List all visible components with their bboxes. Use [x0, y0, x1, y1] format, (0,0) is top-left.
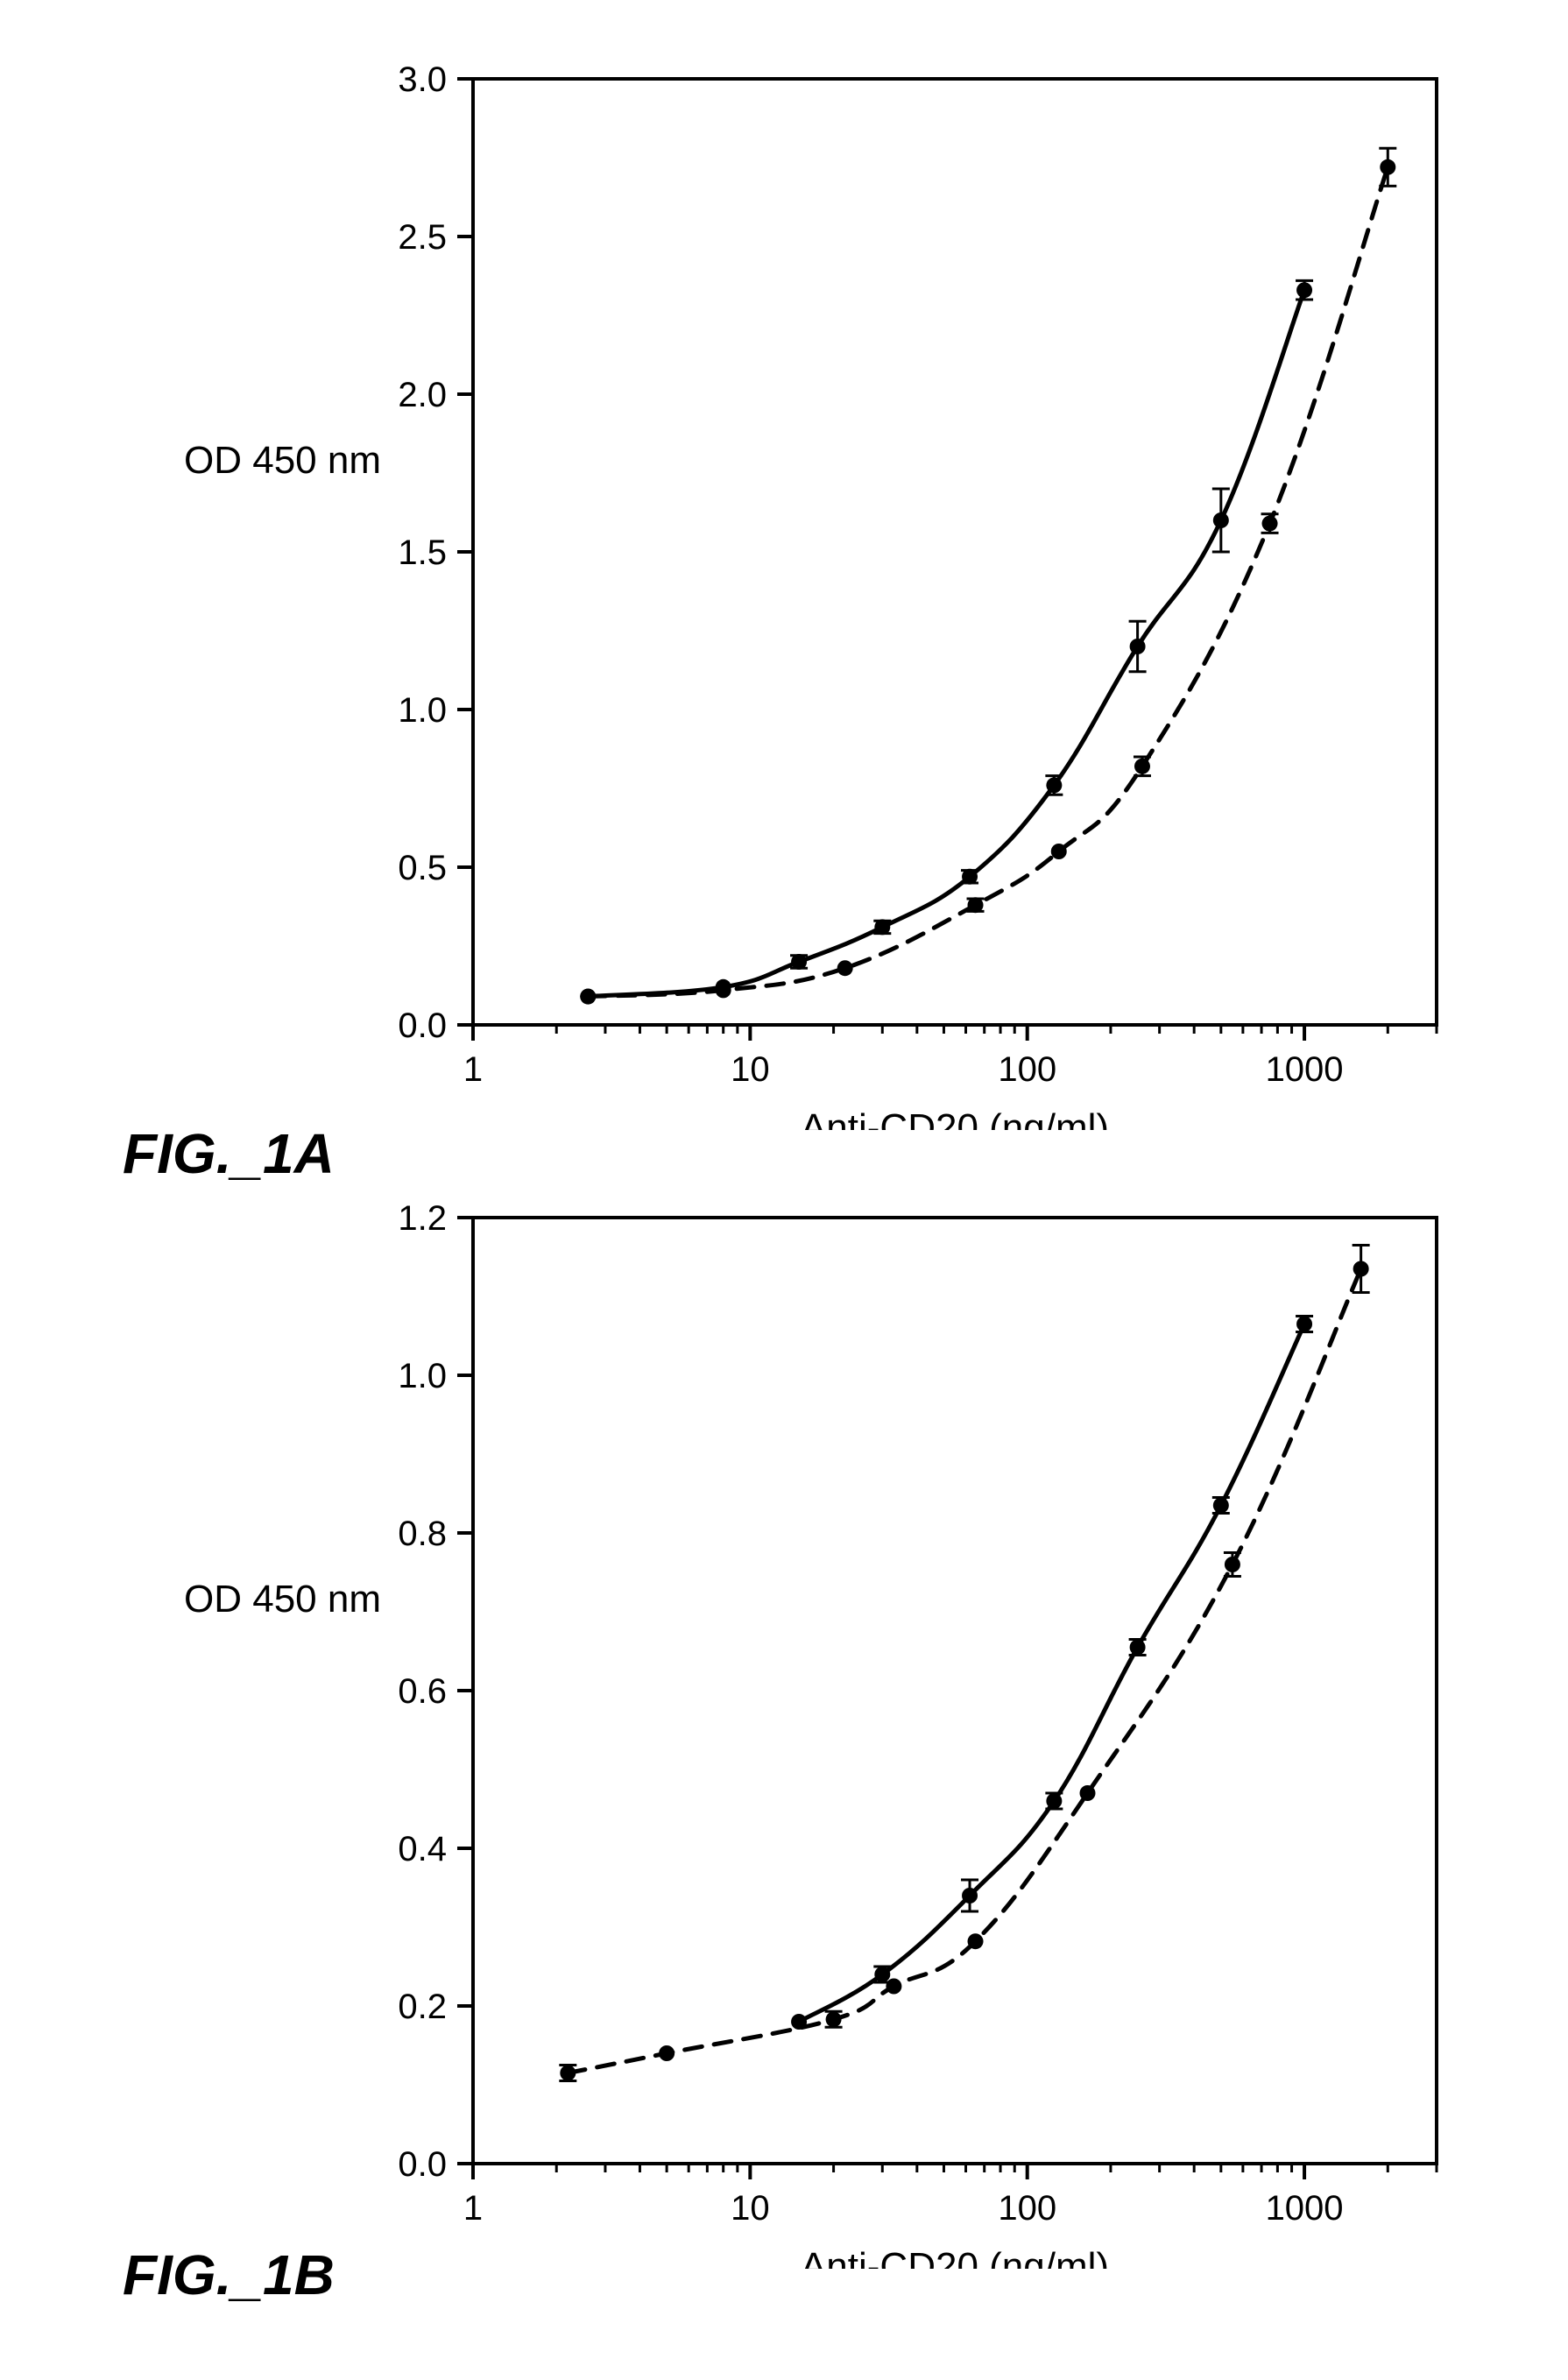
- fig1a-series-dashed-marker: [1134, 759, 1150, 774]
- fig1b-series-dashed-marker: [1080, 1785, 1096, 1801]
- fig1b-series-solid-line: [799, 1324, 1304, 2023]
- fig1b-series-dashed-marker: [560, 2066, 576, 2081]
- fig1b-y-axis-label: OD 450 nm: [184, 1578, 381, 1621]
- fig1b-ytick-label: 0.0: [398, 2145, 447, 2184]
- fig1a-ytick-label: 0.5: [398, 849, 447, 887]
- fig1a-series-solid-marker: [580, 989, 596, 1005]
- fig1b-series-solid-marker: [1213, 1498, 1229, 1514]
- fig1a-series-solid-marker: [962, 869, 978, 885]
- fig1a-series-solid-line: [588, 290, 1304, 996]
- fig1b-series-solid-marker: [1130, 1640, 1146, 1656]
- fig1b-figure-label: FIG._1B: [123, 2242, 335, 2307]
- fig1b-ytick-label: 1.0: [398, 1357, 447, 1395]
- fig1a-xtick-label: 1000: [1266, 1050, 1344, 1089]
- fig1a-series-solid-marker: [874, 919, 890, 935]
- fig1b-ytick-label: 0.4: [398, 1830, 447, 1868]
- fig1b-series-dashed-marker: [826, 2011, 842, 2027]
- fig1b-series-solid-marker: [874, 1967, 890, 1982]
- fig1b-series-dashed-marker: [968, 1933, 984, 1949]
- fig1a-series-dashed-marker: [1051, 844, 1067, 859]
- fig1a-xtick-label: 1: [463, 1050, 483, 1089]
- fig1b-chart: 1 10 100 1000 Anti-CD20 (ng/ml) 0.0 0.2 0.4 0.6 0…: [123, 1191, 1489, 2269]
- fig1a-ytick-label: 2.5: [398, 218, 447, 257]
- fig1b-series-solid-marker: [791, 2014, 807, 2030]
- fig1b-xtick-label: 1000: [1266, 2189, 1344, 2228]
- fig1a-ytick-label: 0.0: [398, 1006, 447, 1045]
- fig1a-x-axis-label: Anti-CD20 (ng/ml): [801, 1106, 1109, 1130]
- fig1b-series-solid-marker: [962, 1888, 978, 1903]
- fig1a-series-solid-marker: [716, 979, 731, 995]
- fig1a-series-solid-marker: [791, 954, 807, 970]
- fig1a-ytick-label: 1.0: [398, 691, 447, 730]
- fig1b-xtick-label: 10: [731, 2189, 770, 2228]
- fig1a-series-dashed-marker: [1380, 159, 1395, 175]
- fig1a-series-dashed-marker: [837, 960, 853, 976]
- fig1b-xtick-label: 100: [998, 2189, 1056, 2228]
- fig1a-xtick-label: 10: [731, 1050, 770, 1089]
- fig1a-series-solid-marker: [1213, 512, 1229, 528]
- fig1a-series-solid-marker: [1046, 777, 1062, 793]
- fig1a-figure-label: FIG._1A: [123, 1121, 335, 1186]
- fig1b-ytick-label: 1.2: [398, 1199, 447, 1238]
- fig1a-series-dashed-marker: [1262, 516, 1278, 532]
- fig1a-series-dashed-line: [588, 167, 1388, 997]
- fig1b-series-dashed-marker: [1225, 1557, 1240, 1572]
- fig1a-series-solid-marker: [1130, 639, 1146, 654]
- fig1b-series-dashed-marker: [886, 1979, 901, 1995]
- fig1b-series-solid-marker: [1296, 1317, 1312, 1332]
- fig1a-xtick-label: 100: [998, 1050, 1056, 1089]
- fig1b-series-dashed-marker: [1353, 1261, 1369, 1277]
- fig1b-ytick-label: 0.8: [398, 1515, 447, 1553]
- fig1a-ytick-label: 2.0: [398, 376, 447, 414]
- fig1a-chart: 1 10 100 1000 Anti-CD20 (ng/ml) 0.0 0.5 1.0 1.5 2…: [123, 53, 1489, 1130]
- fig1a-series-dashed-marker: [968, 897, 984, 913]
- fig1b-series-dashed-line: [568, 1269, 1360, 2073]
- fig1a-series-solid-marker: [1296, 282, 1312, 298]
- fig1b-xtick-label: 1: [463, 2189, 483, 2228]
- fig1b-ytick-label: 0.6: [398, 1672, 447, 1711]
- fig1a-y-axis-label: OD 450 nm: [184, 439, 381, 482]
- fig1b-series-solid-marker: [1046, 1793, 1062, 1809]
- fig1b-ytick-label: 0.2: [398, 1988, 447, 2026]
- fig1a-ytick-label: 3.0: [398, 60, 447, 99]
- fig1b-x-axis-label: Anti-CD20 (ng/ml): [801, 2245, 1109, 2269]
- fig1a-ytick-label: 1.5: [398, 533, 447, 572]
- fig1b-series-dashed-marker: [659, 2045, 675, 2061]
